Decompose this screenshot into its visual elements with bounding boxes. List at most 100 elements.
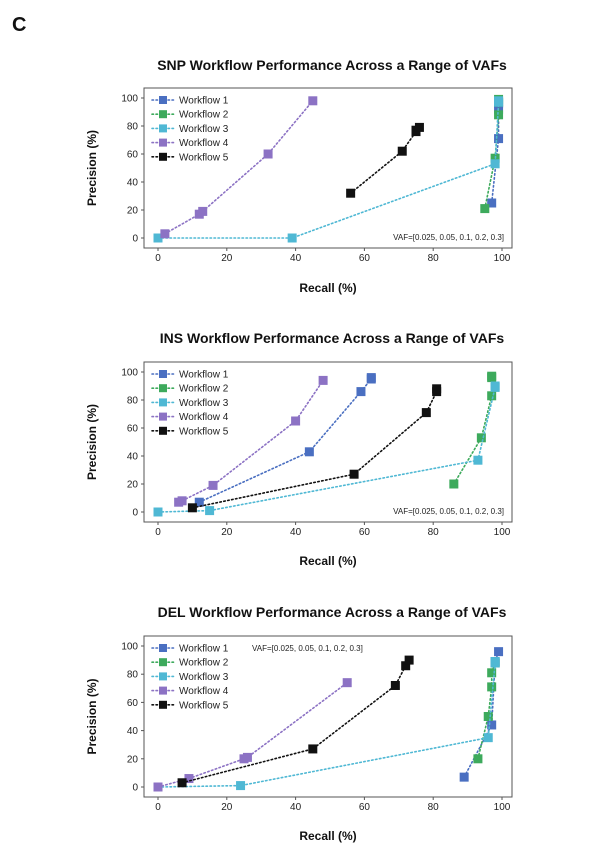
legend-label: Workflow 1: [179, 96, 229, 107]
data-point-workflow-2: [487, 668, 497, 678]
data-point-workflow-1: [356, 387, 366, 397]
data-point-workflow-1: [366, 373, 376, 383]
data-point-workflow-2: [449, 479, 459, 489]
legend-marker: [159, 124, 167, 133]
y-tick-label: 80: [127, 670, 139, 681]
x-tick-label: 60: [359, 527, 371, 538]
data-point-workflow-4: [177, 496, 187, 506]
data-point-workflow-2: [487, 682, 497, 692]
legend-marker: [159, 370, 167, 378]
x-tick-label: 0: [155, 253, 161, 264]
data-point-workflow-4: [308, 96, 318, 106]
y-axis-label: Precision (%): [85, 678, 99, 754]
legend-marker: [159, 658, 167, 667]
x-tick-label: 40: [290, 253, 302, 264]
data-point-workflow-5: [404, 655, 414, 665]
vaf-annotation: VAF=[0.025, 0.05, 0.1, 0.2, 0.3]: [393, 233, 504, 242]
data-point-workflow-3: [153, 233, 163, 243]
data-point-workflow-2: [487, 391, 497, 401]
legend-label: Workflow 4: [179, 412, 229, 423]
legend-marker: [159, 110, 167, 119]
data-point-workflow-4: [208, 480, 218, 490]
plot-frame: [143, 87, 513, 249]
data-point-workflow-2: [487, 371, 497, 381]
data-point-workflow-3: [483, 733, 493, 743]
data-point-workflow-5: [390, 680, 400, 690]
legend-label: Workflow 3: [179, 398, 229, 409]
x-axis-label: Recall (%): [299, 281, 356, 295]
data-point-workflow-3: [490, 381, 500, 391]
data-point-workflow-3: [236, 781, 246, 791]
y-tick-label: 20: [127, 480, 139, 491]
legend-label: Workflow 2: [179, 110, 229, 121]
x-tick-label: 40: [290, 527, 302, 538]
y-tick-label: 100: [121, 642, 138, 653]
legend-label: Workflow 3: [179, 124, 229, 135]
data-point-workflow-1: [459, 772, 469, 782]
x-tick-label: 80: [428, 527, 440, 538]
legend-marker: [159, 672, 167, 681]
x-tick-label: 0: [155, 802, 161, 813]
y-axis-label: Precision (%): [85, 130, 99, 206]
plot-frame: [143, 635, 513, 798]
y-tick-label: 40: [127, 178, 139, 189]
y-tick-label: 40: [127, 726, 139, 737]
legend-label: Workflow 5: [179, 700, 229, 711]
data-point-workflow-4: [198, 206, 208, 216]
y-axis-label: Precision (%): [85, 404, 99, 480]
plot-frame: [143, 361, 513, 523]
data-point-workflow-3: [473, 455, 483, 465]
x-tick-label: 20: [221, 527, 233, 538]
data-point-workflow-3: [287, 233, 297, 243]
data-point-workflow-5: [187, 503, 197, 513]
data-point-workflow-1: [194, 497, 204, 507]
legend-marker: [159, 426, 167, 435]
data-point-workflow-4: [184, 774, 194, 784]
panel-letter: C: [12, 14, 27, 36]
legend-marker: [159, 398, 167, 407]
data-point-workflow-1: [304, 447, 314, 457]
data-point-workflow-1: [487, 198, 497, 208]
x-tick-label: 100: [494, 527, 511, 538]
legend-marker: [159, 138, 167, 147]
x-tick-label: 0: [155, 527, 161, 538]
data-point-workflow-2: [480, 204, 490, 214]
vaf-annotation: VAF=[0.025, 0.05, 0.1, 0.2, 0.3]: [252, 644, 363, 653]
y-tick-label: 80: [127, 396, 139, 407]
x-axis-label: Recall (%): [299, 829, 356, 843]
legend-marker: [159, 96, 167, 104]
chart-title: INS Workflow Performance Across a Range …: [160, 330, 505, 346]
legend-label: Workflow 3: [179, 672, 229, 683]
data-point-workflow-5: [432, 384, 442, 394]
data-point-workflow-5: [414, 122, 424, 132]
x-tick-label: 20: [221, 802, 233, 813]
data-point-workflow-5: [349, 469, 359, 479]
data-point-workflow-2: [483, 712, 493, 721]
y-tick-label: 80: [127, 122, 139, 133]
legend-label: Workflow 5: [179, 426, 229, 437]
data-point-workflow-5: [346, 188, 356, 198]
data-point-workflow-3: [153, 507, 163, 517]
data-point-workflow-5: [421, 408, 431, 418]
x-tick-label: 20: [221, 253, 233, 264]
data-point-workflow-4: [160, 229, 170, 239]
chart-1: SNP Workflow Performance Across a Range …: [85, 57, 513, 295]
chart-title: SNP Workflow Performance Across a Range …: [157, 57, 507, 73]
data-point-workflow-1: [494, 134, 504, 144]
x-tick-label: 100: [494, 253, 511, 264]
y-tick-label: 0: [132, 234, 138, 245]
y-tick-label: 40: [127, 452, 139, 463]
legend-label: Workflow 2: [179, 658, 229, 669]
chart-title: DEL Workflow Performance Across a Range …: [158, 604, 507, 620]
data-point-workflow-5: [308, 744, 318, 754]
legend-label: Workflow 1: [179, 644, 229, 655]
y-tick-label: 60: [127, 698, 139, 709]
x-tick-label: 60: [359, 802, 371, 813]
legend-marker: [159, 384, 167, 393]
x-tick-label: 100: [494, 802, 511, 813]
data-point-workflow-5: [177, 778, 187, 788]
data-point-workflow-3: [490, 159, 500, 169]
legend-label: Workflow 2: [179, 384, 229, 395]
y-tick-label: 20: [127, 206, 139, 217]
legend-marker: [159, 686, 167, 695]
